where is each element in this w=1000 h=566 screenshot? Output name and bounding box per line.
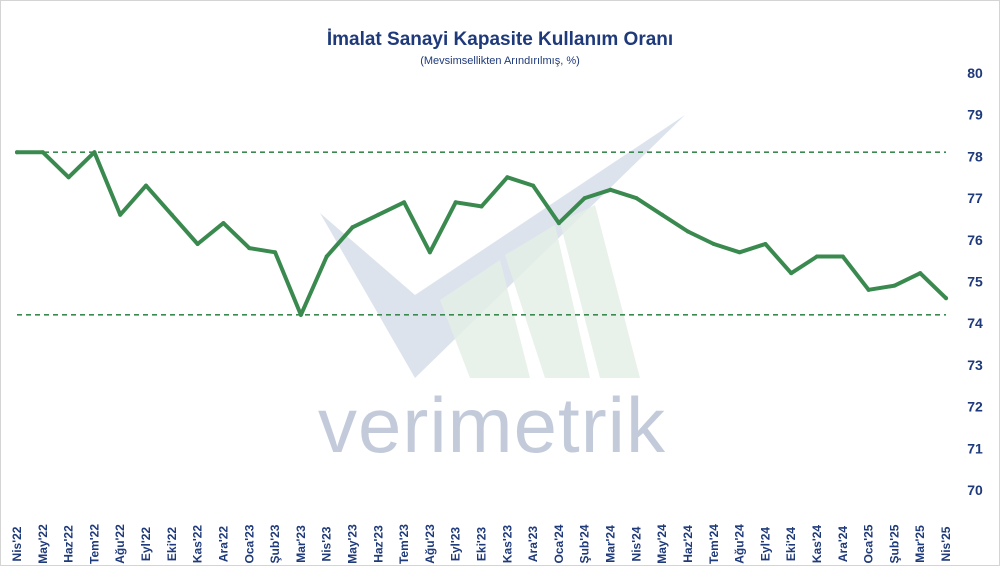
watermark-text: verimetrik xyxy=(318,381,666,469)
data-point xyxy=(685,229,690,234)
chart-subtitle: (Mevsimsellikten Arındırılmış, %) xyxy=(420,55,580,67)
x-tick-label: Tem'24 xyxy=(707,524,721,564)
data-point xyxy=(169,212,174,217)
x-tick-label: May'24 xyxy=(655,524,669,564)
x-tick-label: Oca'25 xyxy=(862,524,876,563)
x-tick-label: Ağu'22 xyxy=(113,524,127,564)
x-tick-label: Oca'24 xyxy=(552,524,566,563)
data-point xyxy=(66,175,71,180)
y-tick-label: 80 xyxy=(967,65,983,81)
data-point xyxy=(608,187,613,192)
x-tick-label: Eyl'22 xyxy=(139,527,153,562)
data-point xyxy=(763,241,768,246)
data-point xyxy=(144,183,149,188)
x-tick-label: Nis'25 xyxy=(939,526,953,561)
x-tick-label: Eki'24 xyxy=(784,527,798,562)
data-point xyxy=(298,312,303,317)
watermark-logo: verimetrik xyxy=(318,115,685,469)
x-tick-label: Mar'23 xyxy=(294,525,308,563)
x-tick-label: Haz'24 xyxy=(681,525,695,563)
data-point xyxy=(118,212,123,217)
y-tick-label: 73 xyxy=(967,357,983,373)
x-tick-label: Oca'23 xyxy=(242,524,256,563)
data-point xyxy=(324,254,329,259)
data-point xyxy=(660,212,665,217)
data-point xyxy=(892,283,897,288)
data-point xyxy=(402,200,407,205)
data-point xyxy=(273,250,278,255)
x-tick-label: Haz'22 xyxy=(62,525,76,563)
data-point xyxy=(427,250,432,255)
data-point xyxy=(711,241,716,246)
x-tick-label: Nis'24 xyxy=(629,526,643,561)
y-tick-label: 79 xyxy=(967,107,983,123)
x-axis: Nis'22 May'22 Haz'22 Tem'22 Ağu'22 Eyl'22 Eki'… xyxy=(10,524,953,564)
data-point xyxy=(221,221,226,226)
x-tick-label: Ağu'23 xyxy=(423,524,437,564)
x-tick-label: Tem'23 xyxy=(397,524,411,564)
x-tick-label: Kas'22 xyxy=(191,525,205,564)
watermark-stripe-3 xyxy=(560,205,640,378)
data-point xyxy=(15,150,19,155)
y-axis: 70 71 72 73 74 75 76 77 78 79 80 xyxy=(967,65,983,498)
x-tick-label: Ara'24 xyxy=(836,526,850,563)
x-tick-label: Tem'22 xyxy=(87,524,101,564)
data-point xyxy=(814,254,819,259)
data-point xyxy=(247,246,252,251)
chart-title: İmalat Sanayi Kapasite Kullanım Oranı xyxy=(326,29,674,50)
data-point xyxy=(350,225,355,230)
data-point xyxy=(40,150,45,155)
data-point xyxy=(737,250,742,255)
y-tick-label: 76 xyxy=(967,232,983,248)
x-tick-label: Kas'24 xyxy=(810,525,824,564)
y-tick-label: 70 xyxy=(967,482,983,498)
x-tick-label: May'23 xyxy=(345,524,359,564)
x-tick-label: Ara'22 xyxy=(216,526,230,563)
series-layer xyxy=(15,150,948,317)
data-point xyxy=(479,204,484,209)
data-point xyxy=(195,241,200,246)
data-point xyxy=(918,271,923,276)
data-point xyxy=(505,175,510,180)
y-tick-label: 75 xyxy=(967,274,983,290)
y-tick-label: 72 xyxy=(967,399,983,415)
x-tick-label: Eki'23 xyxy=(475,527,489,562)
y-tick-label: 74 xyxy=(967,315,983,331)
x-tick-label: Nis'23 xyxy=(320,526,334,561)
data-point xyxy=(840,254,845,259)
x-tick-label: Mar'24 xyxy=(604,525,618,563)
x-tick-label: Şub'23 xyxy=(268,524,282,563)
x-tick-label: Şub'24 xyxy=(578,524,592,563)
x-tick-label: Eyl'24 xyxy=(758,527,772,562)
watermark-check-shape xyxy=(320,115,685,378)
data-point xyxy=(453,200,458,205)
y-tick-label: 77 xyxy=(967,190,983,206)
data-point xyxy=(376,212,381,217)
x-tick-label: Eki'22 xyxy=(165,527,179,562)
data-point xyxy=(92,150,97,155)
x-tick-label: Ağu'24 xyxy=(733,524,747,564)
y-tick-label: 78 xyxy=(967,148,983,164)
x-tick-label: Şub'25 xyxy=(887,524,901,563)
watermark-stripe-1 xyxy=(440,260,530,378)
x-tick-label: Haz'23 xyxy=(371,525,385,563)
x-tick-label: Ara'23 xyxy=(526,526,540,563)
y-tick-label: 71 xyxy=(967,440,983,456)
data-point xyxy=(531,183,536,188)
x-tick-label: Eyl'23 xyxy=(449,527,463,562)
reference-lines xyxy=(17,151,946,316)
x-tick-label: Nis'22 xyxy=(10,526,24,561)
x-tick-label: May'22 xyxy=(36,524,50,564)
data-point xyxy=(634,196,639,201)
x-tick-label: Mar'25 xyxy=(913,525,927,563)
data-point xyxy=(582,196,587,201)
watermark-stripe-2 xyxy=(505,225,590,378)
data-point xyxy=(866,287,871,292)
data-point xyxy=(789,271,794,276)
data-point xyxy=(944,296,948,301)
data-point xyxy=(556,221,561,226)
x-tick-label: Kas'23 xyxy=(500,525,514,564)
